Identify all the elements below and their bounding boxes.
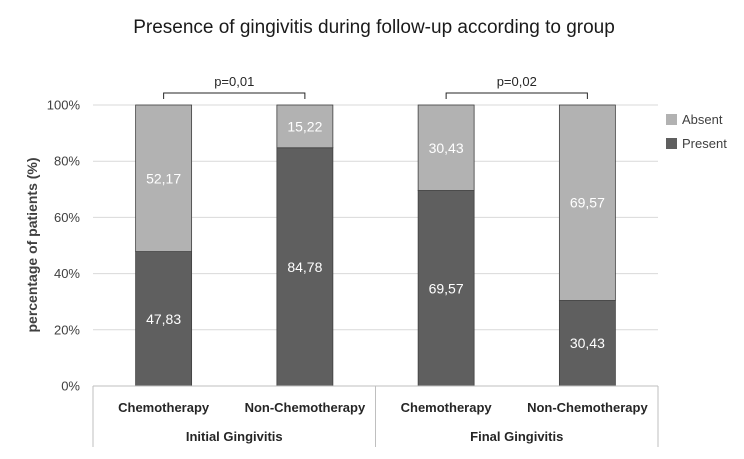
legend-swatch-present — [666, 138, 677, 149]
legend: Absent Present — [666, 112, 727, 151]
legend-swatch-absent — [666, 114, 677, 125]
bar-segment-absent — [135, 104, 193, 252]
x-category-label: Chemotherapy — [118, 400, 210, 415]
data-label: 69,57 — [429, 280, 464, 296]
y-tick-label: 60% — [54, 210, 80, 225]
x-group-label: Initial Gingivitis — [186, 429, 283, 444]
data-label: 15,22 — [287, 118, 322, 134]
data-label: 52,17 — [146, 170, 181, 186]
bar-segment-present — [417, 190, 475, 387]
legend-label-present: Present — [682, 136, 727, 151]
x-category-label: Chemotherapy — [401, 400, 493, 415]
y-axis-label: percentage of patients (%) — [24, 157, 40, 332]
p-value-bracket — [163, 92, 306, 99]
y-tick-label: 80% — [54, 154, 80, 169]
y-tick-label: 100% — [47, 98, 81, 113]
p-value-brackets: p=0,01 p=0,02 — [163, 74, 588, 99]
p-value-bracket — [445, 92, 588, 99]
y-tick-label: 20% — [54, 322, 80, 337]
y-axis-ticks: 0% 20% 40% 60% 80% 100% — [47, 98, 81, 394]
x-category-label: Non-Chemotherapy — [527, 400, 648, 415]
y-tick-label: 40% — [54, 266, 80, 281]
bar-segment-present — [276, 147, 334, 387]
p-value-label: p=0,01 — [214, 74, 254, 89]
x-group-label: Final Gingivitis — [470, 429, 563, 444]
bar-segment-absent — [276, 104, 334, 149]
data-label: 84,78 — [287, 259, 322, 275]
data-label: 30,43 — [570, 335, 605, 351]
chart-title: Presence of gingivitis during follow-up … — [133, 17, 615, 38]
bar-segment-absent — [417, 104, 475, 191]
y-tick-label: 0% — [61, 379, 80, 394]
data-labels: 47,83 52,17 84,78 15,22 69,57 30,43 30,43 69,57 — [146, 118, 605, 351]
bar-segment-present — [558, 300, 616, 387]
x-axis: Chemotherapy Non-Chemotherapy Chemotherapy… — [92, 385, 659, 447]
bars — [135, 104, 616, 387]
data-label: 30,43 — [429, 140, 464, 156]
data-label: 69,57 — [570, 195, 605, 211]
bar-segment-absent — [558, 104, 616, 301]
x-category-label: Non-Chemotherapy — [245, 400, 366, 415]
data-label: 47,83 — [146, 311, 181, 327]
p-value-label: p=0,02 — [497, 74, 537, 89]
legend-label-absent: Absent — [682, 112, 723, 127]
